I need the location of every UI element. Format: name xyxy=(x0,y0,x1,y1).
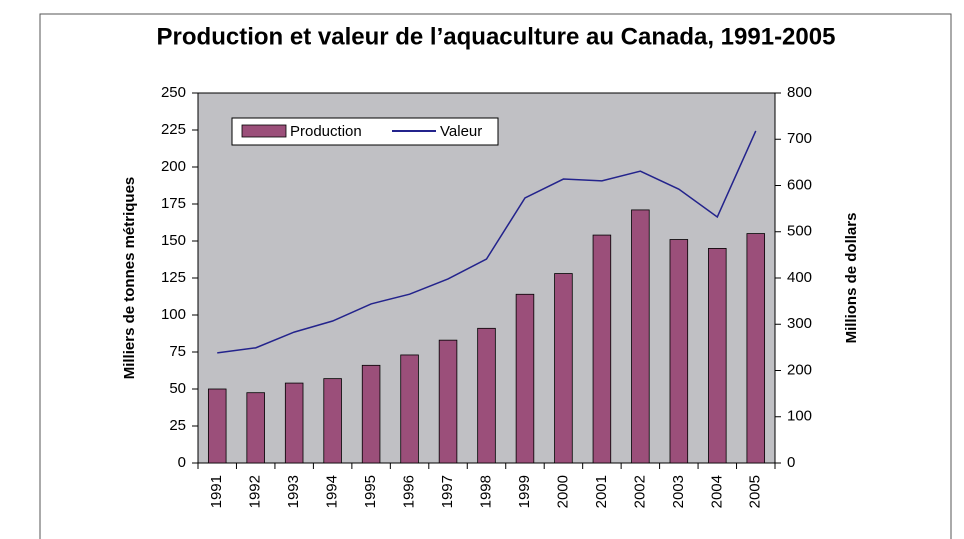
bar xyxy=(669,239,689,464)
x-tick-label: 2003 xyxy=(670,475,687,508)
x-tick-label: 1995 xyxy=(362,475,379,508)
y-tick-label: 25 xyxy=(169,417,186,434)
legend-label: Production xyxy=(290,123,362,140)
bar xyxy=(400,354,419,464)
bar xyxy=(284,382,304,464)
y-tick-label: 175 xyxy=(161,195,186,212)
y2-tick-label: 700 xyxy=(787,130,812,147)
x-tick-label: 1994 xyxy=(324,475,341,508)
bar xyxy=(438,339,458,464)
y-tick-label: 0 xyxy=(178,454,186,471)
y2-tick-label: 300 xyxy=(787,315,812,332)
x-tick-label: 2004 xyxy=(708,475,725,508)
bar xyxy=(361,364,381,464)
y2-tick-label: 200 xyxy=(787,361,812,378)
legend-swatch xyxy=(241,124,287,138)
chart-title: Production et valeur de l’aquaculture au… xyxy=(157,23,836,50)
bar xyxy=(207,388,227,464)
y-tick-label: 125 xyxy=(161,269,186,286)
x-tick-label: 2005 xyxy=(747,475,764,508)
x-tick-label: 2001 xyxy=(593,475,610,508)
x-tick-label: 1992 xyxy=(247,475,264,508)
bar xyxy=(631,209,650,464)
y-tick-label: 225 xyxy=(161,121,186,138)
x-tick-label: 1998 xyxy=(477,475,494,508)
y-tick-label: 150 xyxy=(161,232,186,249)
x-tick-label: 1993 xyxy=(285,475,302,508)
y-tick-label: 200 xyxy=(161,158,186,175)
x-tick-label: 1996 xyxy=(401,475,418,508)
y2-tick-label: 100 xyxy=(787,408,812,425)
bar xyxy=(477,327,496,464)
y-axis-label: Milliers de tonnes métriques xyxy=(121,177,138,380)
x-tick-label: 2000 xyxy=(554,475,571,508)
x-tick-label: 1997 xyxy=(439,475,456,508)
bar xyxy=(708,247,727,464)
y2-tick-label: 800 xyxy=(787,84,812,101)
bar xyxy=(554,273,573,464)
bar xyxy=(246,392,265,464)
y2-tick-label: 600 xyxy=(787,176,812,193)
x-tick-label: 2002 xyxy=(631,475,648,508)
y2-tick-label: 0 xyxy=(787,454,795,471)
x-tick-label: 1999 xyxy=(516,475,533,508)
y2-tick-label: 400 xyxy=(787,269,812,286)
y-tick-label: 50 xyxy=(169,380,186,397)
y2-axis-label: Millions de dollars xyxy=(843,213,860,344)
bar xyxy=(323,378,342,464)
y-tick-label: 100 xyxy=(161,306,186,323)
bar xyxy=(515,293,535,464)
bar xyxy=(746,233,766,464)
x-tick-label: 1991 xyxy=(208,475,225,508)
bar xyxy=(592,234,612,464)
y2-tick-label: 500 xyxy=(787,223,812,240)
y-tick-label: 75 xyxy=(169,343,186,360)
line xyxy=(217,130,757,354)
y-tick-label: 250 xyxy=(161,84,186,101)
legend-label: Valeur xyxy=(440,123,482,140)
